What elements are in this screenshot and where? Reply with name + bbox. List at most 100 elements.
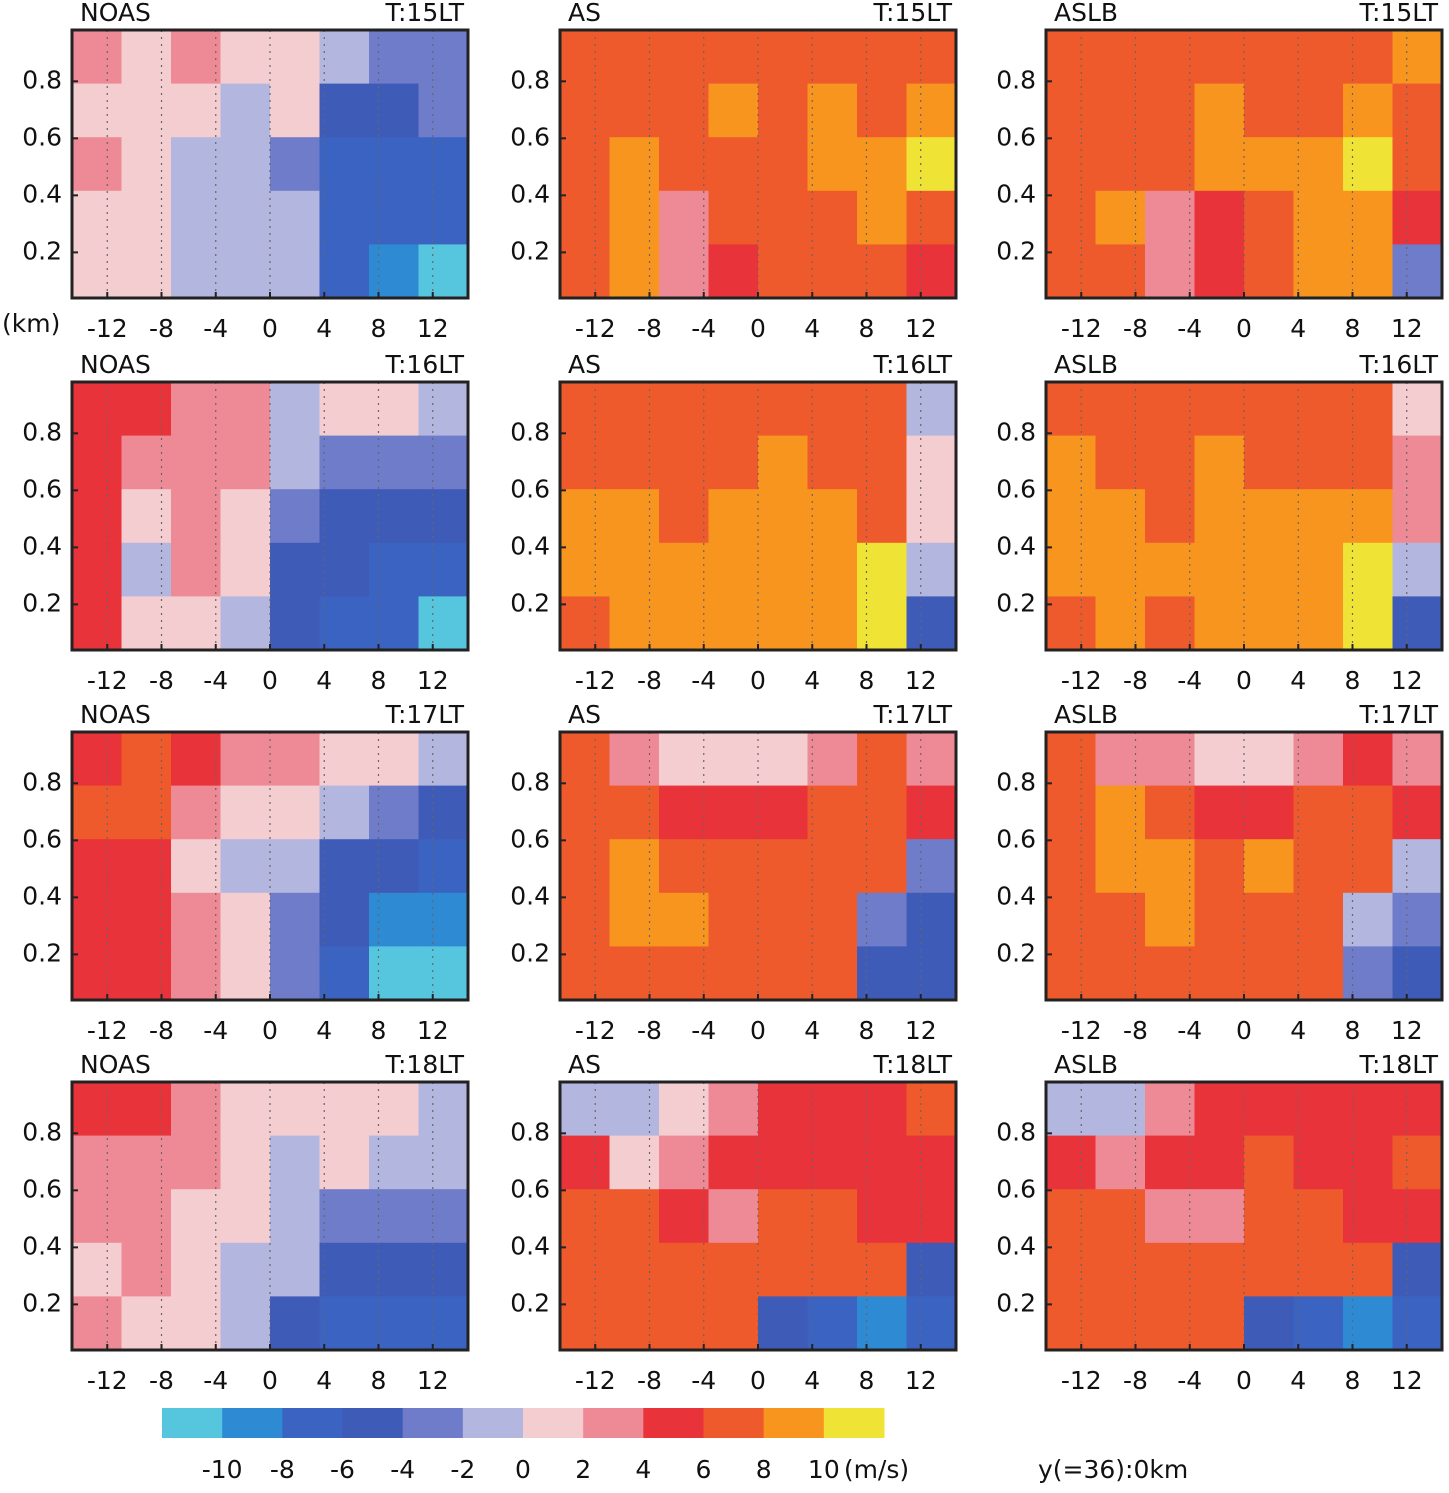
- heat-cell: [72, 542, 123, 597]
- heat-cell: [609, 1135, 660, 1190]
- heat-cell: [758, 244, 809, 299]
- heat-cell: [418, 892, 469, 947]
- heat-cell: [906, 1296, 957, 1351]
- heat-cell: [121, 244, 172, 299]
- heat-cell: [319, 435, 370, 490]
- heat-cell: [1293, 30, 1344, 85]
- panel-title: ASLB: [1054, 350, 1118, 379]
- heat-cell: [807, 946, 858, 1001]
- heat-cell: [171, 137, 222, 192]
- heat-cell: [758, 1189, 809, 1244]
- heat-cell: [609, 489, 660, 544]
- panel-time: T:18LT: [1358, 1050, 1438, 1079]
- x-tick-label: 8: [371, 314, 387, 343]
- y-tick-label: 0.8: [510, 65, 550, 94]
- x-tick-label: -4: [1177, 1366, 1202, 1395]
- x-tick-label: -12: [1061, 314, 1102, 343]
- heat-cell: [1343, 382, 1394, 437]
- x-tick-label: -12: [575, 1366, 616, 1395]
- heat-cell: [1145, 946, 1196, 1001]
- heat-cell: [609, 1296, 660, 1351]
- heat-cell: [72, 83, 123, 138]
- colorbar-swatch: [643, 1408, 704, 1438]
- heat-cell: [270, 732, 321, 787]
- heat-cell: [1095, 596, 1146, 651]
- heat-cell: [609, 382, 660, 437]
- heat-cell: [609, 1189, 660, 1244]
- colorbar-tick-label: 10: [808, 1455, 840, 1484]
- y-tick-label: 0.4: [996, 1231, 1036, 1260]
- heat-cell: [1343, 1135, 1394, 1190]
- heat-cell: [807, 839, 858, 894]
- heat-cell: [1244, 1135, 1295, 1190]
- x-tick-label: 8: [859, 1016, 875, 1045]
- x-tick-label: -8: [637, 1016, 662, 1045]
- colorbar-swatch: [763, 1408, 825, 1438]
- y-tick-label: 0.4: [510, 179, 550, 208]
- heat-cell: [121, 785, 172, 840]
- heat-cell: [857, 83, 908, 138]
- y-tick-label: 0.4: [510, 1231, 550, 1260]
- y-tick-label: 0.2: [996, 938, 1036, 967]
- heat-cell: [1293, 489, 1344, 544]
- heat-cell: [220, 489, 271, 544]
- y-tick-label: 0.8: [22, 1117, 62, 1146]
- heat-cell: [1046, 137, 1097, 192]
- heat-cell: [1293, 382, 1344, 437]
- heat-cell: [659, 382, 710, 437]
- heat-cell: [609, 83, 660, 138]
- y-tick-label: 0.4: [996, 531, 1036, 560]
- plot-frame: [1044, 28, 1444, 300]
- heat-cell: [1095, 1242, 1146, 1297]
- y-tick-label: 0.4: [510, 881, 550, 910]
- heat-cell: [72, 382, 123, 437]
- heat-cell: [857, 1242, 908, 1297]
- heat-cell: [857, 892, 908, 947]
- panel-time: T:16LT: [384, 350, 464, 379]
- heat-cell: [560, 732, 611, 787]
- heat-cell: [171, 83, 222, 138]
- heat-cell: [1046, 1135, 1097, 1190]
- heat-cell: [1046, 892, 1097, 947]
- heat-cell: [1194, 892, 1245, 947]
- heat-cell: [708, 946, 759, 1001]
- heat-cell: [1343, 190, 1394, 245]
- heat-cell: [171, 946, 222, 1001]
- x-tick-label: 0: [262, 1366, 278, 1395]
- panel-time: T:18LT: [872, 1050, 952, 1079]
- heat-cell: [1343, 1082, 1394, 1137]
- heat-cell: [758, 190, 809, 245]
- heat-cell: [72, 190, 123, 245]
- heat-cell: [1244, 137, 1295, 192]
- heat-cell: [1145, 1189, 1196, 1244]
- heat-cell: [369, 30, 420, 85]
- heat-cell: [319, 137, 370, 192]
- x-tick-label: -8: [149, 666, 174, 695]
- heat-cell: [319, 946, 370, 1001]
- x-tick-label: 12: [1391, 666, 1423, 695]
- heat-cell: [1095, 1189, 1146, 1244]
- x-tick-label: 12: [417, 1366, 449, 1395]
- colorbar-swatch: [162, 1408, 223, 1438]
- heat-cell: [418, 1082, 469, 1137]
- panel-time: T:16LT: [872, 350, 952, 379]
- heat-cell: [418, 244, 469, 299]
- heat-cell: [1046, 732, 1097, 787]
- heat-cell: [1244, 542, 1295, 597]
- heat-cell: [1046, 839, 1097, 894]
- heat-cell: [807, 892, 858, 947]
- heat-cell: [807, 137, 858, 192]
- x-tick-label: -8: [637, 666, 662, 695]
- heat-cell: [121, 596, 172, 651]
- heat-cell: [857, 946, 908, 1001]
- heat-cell: [369, 1296, 420, 1351]
- heat-cell: [659, 190, 710, 245]
- heat-cell: [1343, 30, 1394, 85]
- heat-cell: [1194, 785, 1245, 840]
- heat-cell: [418, 190, 469, 245]
- panel-time: T:17LT: [1358, 700, 1438, 729]
- heat-cell: [758, 596, 809, 651]
- heat-cell: [319, 1082, 370, 1137]
- y-tick-label: 0.4: [510, 531, 550, 560]
- heat-cell: [1343, 785, 1394, 840]
